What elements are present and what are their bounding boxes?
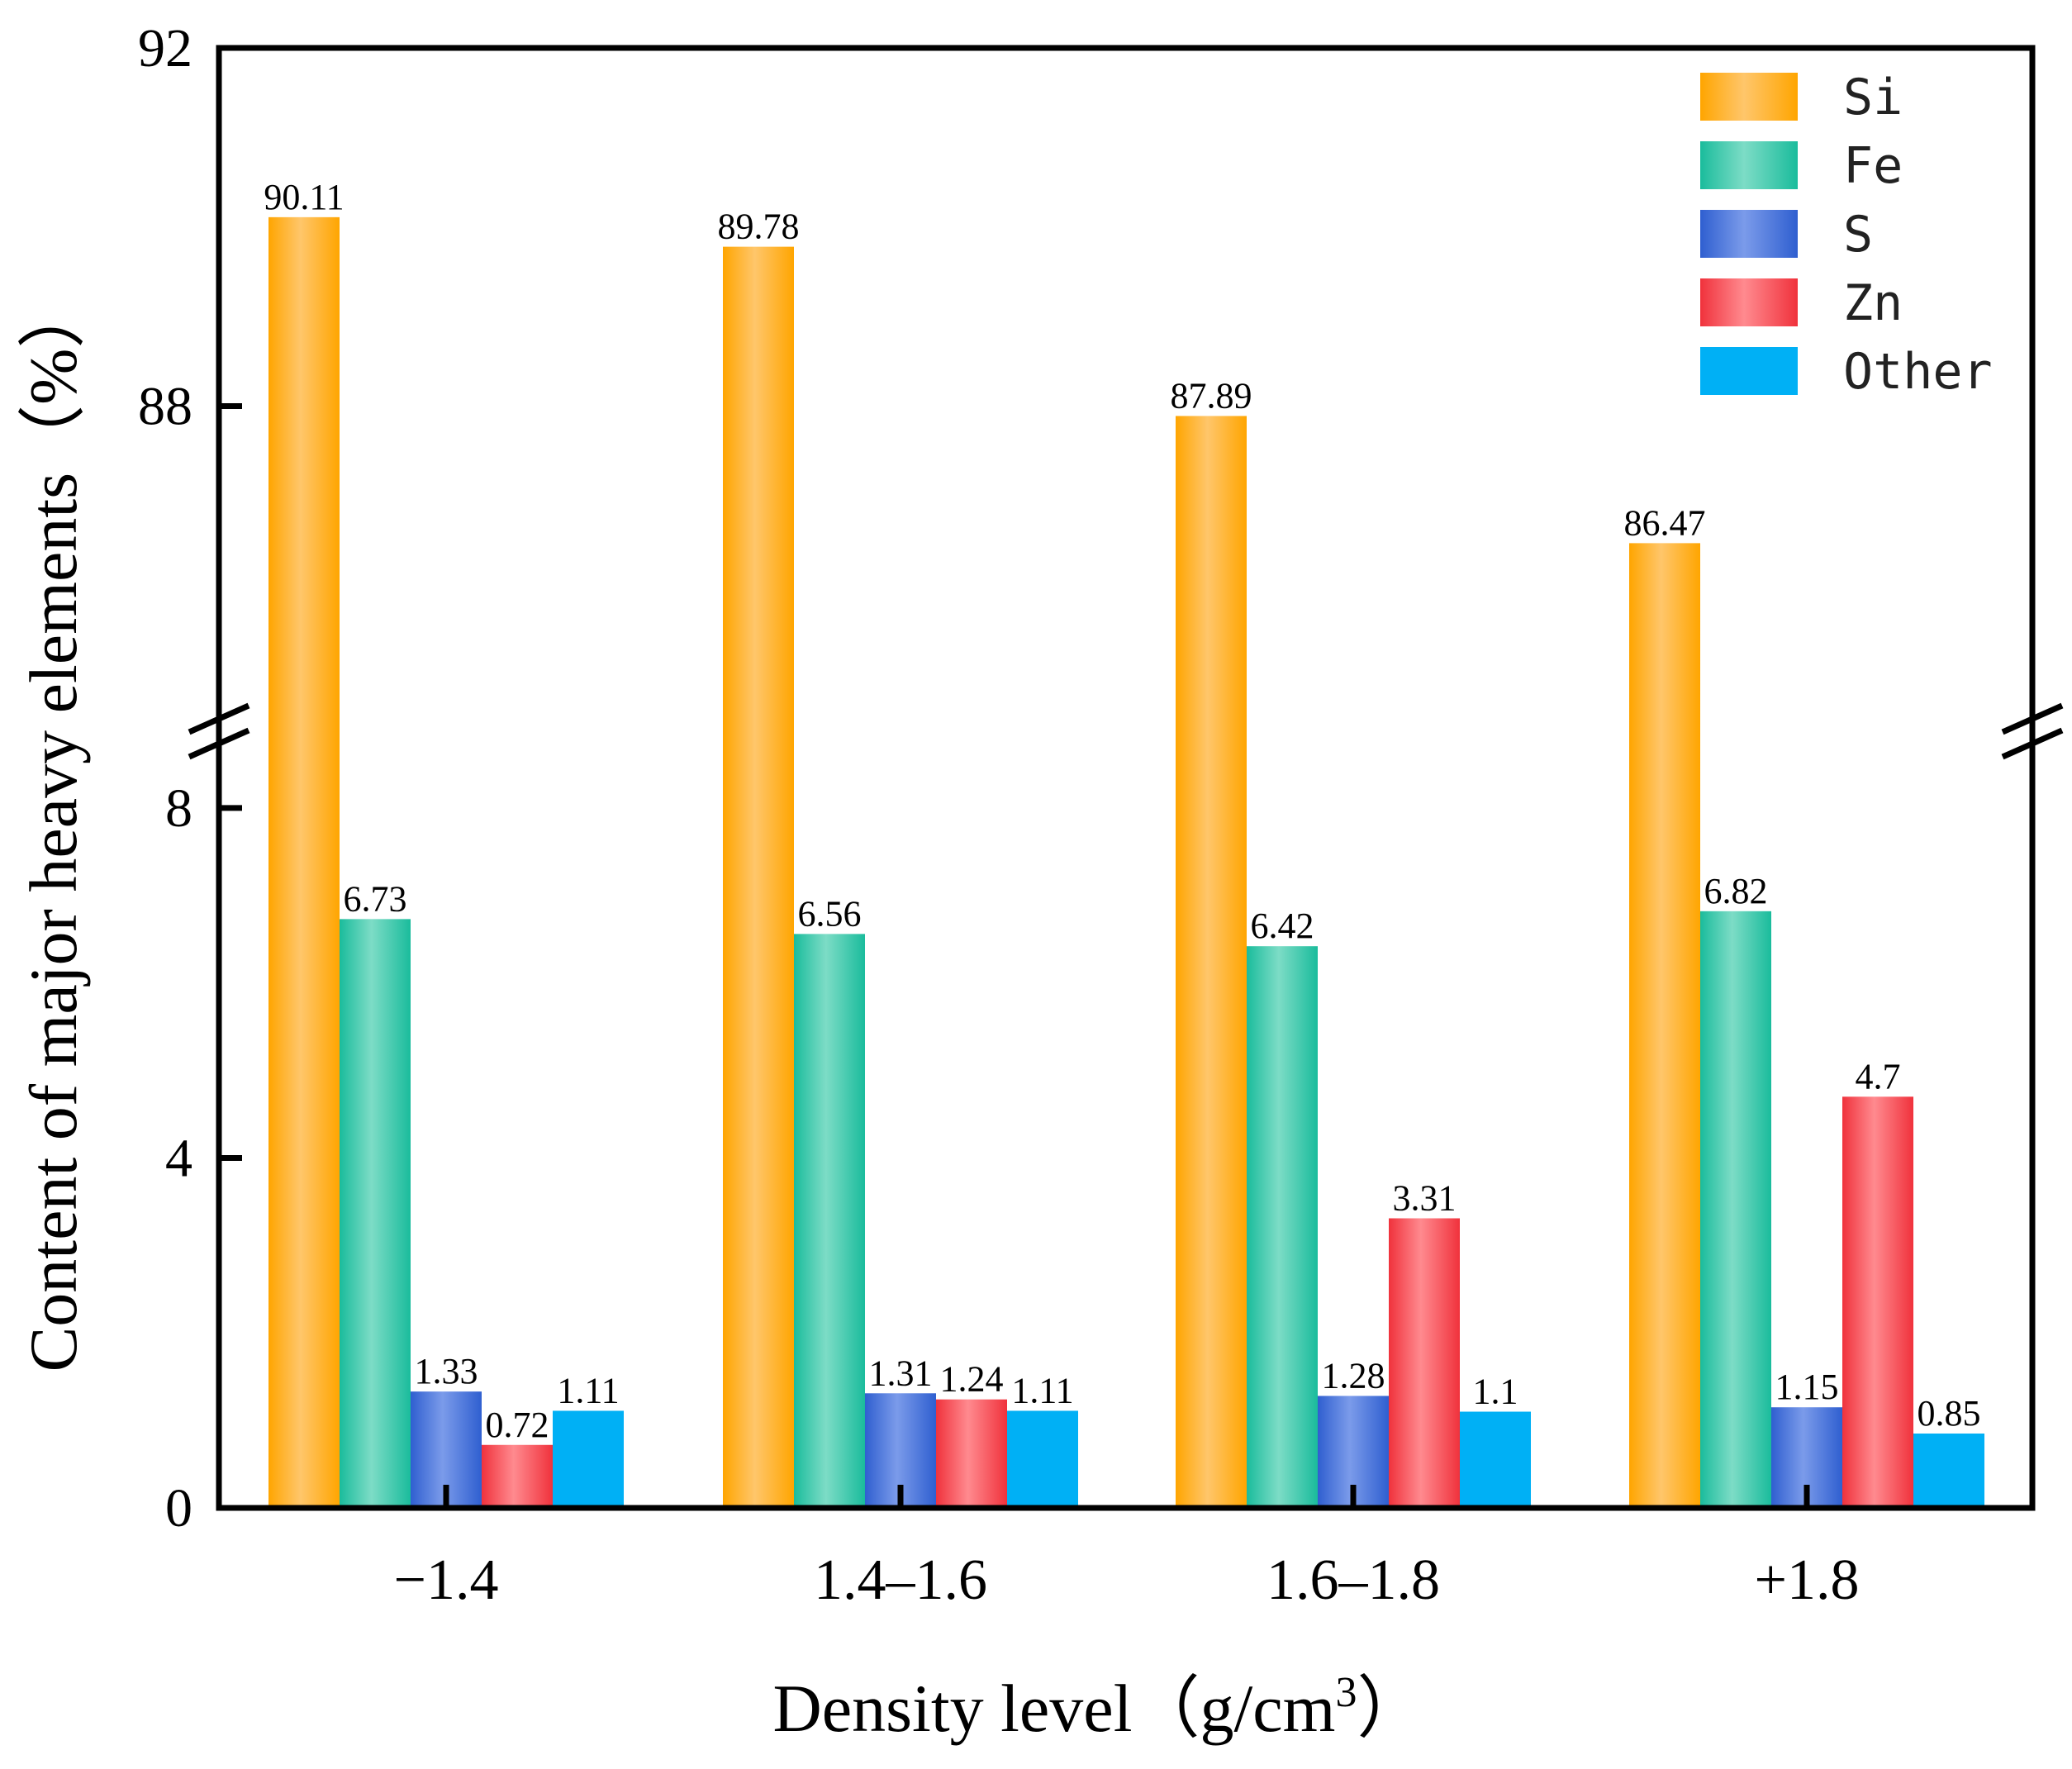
bar-fe-2 (1247, 946, 1318, 1508)
legend-swatch-zn (1700, 278, 1798, 326)
bar-si-1-upper (723, 246, 794, 742)
y-tick-label-8: 8 (165, 778, 192, 839)
data-label-si-2: 87.89 (1171, 375, 1252, 416)
data-label-fe-1: 6.56 (798, 893, 862, 934)
data-label-other-3: 0.85 (1918, 1393, 1981, 1434)
x-axis-title: Density level（g/cm3） (773, 1669, 1425, 1746)
data-label-zn-1: 1.24 (940, 1359, 1004, 1400)
bar-si-0-lower (269, 720, 340, 1508)
data-label-other-2: 1.1 (1473, 1372, 1518, 1412)
bar-zn-1 (936, 1399, 1007, 1508)
x-category-label-0: −1.4 (394, 1548, 499, 1612)
legend: Si Fe S Zn Other (1700, 69, 1993, 401)
data-label-s-3: 1.15 (1775, 1367, 1839, 1407)
data-label-si-0: 90.11 (264, 177, 344, 217)
bar-fe-0 (340, 919, 411, 1508)
y-tick-label-0: 0 (165, 1478, 192, 1538)
legend-label-fe: Fe (1843, 137, 1903, 195)
data-label-fe-0: 6.73 (344, 878, 407, 919)
y-axis-title: Content of major heavy elements（%） (16, 281, 91, 1372)
data-label-si-1: 89.78 (718, 207, 800, 247)
y-tick-label-88: 88 (138, 377, 192, 437)
left-break-mark-1 (188, 702, 250, 735)
legend-label-s: S (1843, 206, 1873, 264)
bar-other-2 (1460, 1411, 1531, 1508)
bar-zn-0 (482, 1444, 553, 1508)
data-label-zn-2: 3.31 (1393, 1178, 1457, 1219)
bars-layer (269, 216, 1984, 1508)
data-label-s-1: 1.31 (869, 1353, 933, 1393)
x-category-label-1: 1.4–1.6 (814, 1548, 987, 1612)
bar-si-2-upper (1176, 416, 1247, 742)
legend-label-other: Other (1843, 343, 1993, 401)
bar-si-2-lower (1176, 720, 1247, 1508)
bar-si-1-lower (723, 720, 794, 1508)
data-label-zn-0: 0.72 (486, 1405, 549, 1445)
bar-si-3-lower (1629, 720, 1700, 1508)
legend-swatch-si (1700, 73, 1798, 121)
right-break-mark-1 (2001, 702, 2064, 735)
legend-label-zn: Zn (1843, 274, 1903, 332)
data-label-si-3: 86.47 (1624, 502, 1706, 543)
bar-si-3-upper (1629, 543, 1700, 742)
bar-si-0-upper (269, 216, 340, 742)
bar-other-1 (1007, 1410, 1078, 1508)
legend-swatch-fe (1700, 141, 1798, 189)
data-label-s-0: 1.33 (415, 1351, 478, 1391)
x-category-label-3: +1.8 (1755, 1548, 1860, 1612)
bar-other-0 (553, 1410, 624, 1508)
left-break-mark-0 (188, 727, 250, 760)
legend-swatch-s (1700, 210, 1798, 258)
bar-fe-3 (1700, 911, 1771, 1508)
data-label-other-1: 1.11 (1011, 1370, 1073, 1410)
data-label-fe-3: 6.82 (1704, 871, 1768, 911)
bar-fe-1 (794, 934, 865, 1508)
bar-zn-2 (1389, 1218, 1460, 1508)
y-tick-label-92: 92 (138, 18, 192, 78)
legend-swatch-other (1700, 347, 1798, 395)
data-label-other-0: 1.11 (557, 1370, 619, 1410)
legend-label-si: Si (1843, 69, 1903, 126)
bar-other-3 (1913, 1433, 1984, 1508)
bar-zn-3 (1842, 1096, 1913, 1508)
x-category-label-2: 1.6–1.8 (1266, 1548, 1440, 1612)
data-label-zn-3: 4.7 (1856, 1056, 1901, 1096)
data-label-s-2: 1.28 (1322, 1355, 1385, 1396)
data-label-fe-2: 6.42 (1251, 906, 1314, 946)
right-break-mark-0 (2001, 727, 2064, 760)
y-tick-label-4: 4 (165, 1128, 192, 1188)
